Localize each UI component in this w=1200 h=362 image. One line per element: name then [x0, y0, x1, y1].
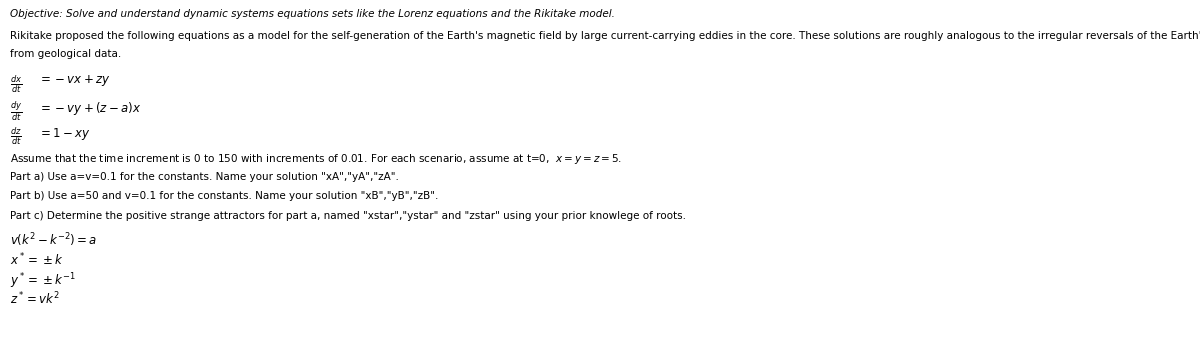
Text: Assume that the time increment is 0 to 150 with increments of 0.01. For each sce: Assume that the time increment is 0 to 1… — [10, 152, 622, 166]
Text: Part a) Use a=v=0.1 for the constants. Name your solution "xA","yA","zA".: Part a) Use a=v=0.1 for the constants. N… — [10, 172, 398, 182]
Text: $\frac{dy}{dt}$: $\frac{dy}{dt}$ — [10, 100, 22, 123]
Text: $x^* = \pm k$: $x^* = \pm k$ — [10, 251, 64, 268]
Text: $v(k^2 - k^{-2}) = a$: $v(k^2 - k^{-2}) = a$ — [10, 231, 97, 249]
Text: Rikitake proposed the following equations as a model for the self-generation of : Rikitake proposed the following equation… — [10, 31, 1200, 42]
Text: $\frac{dz}{dt}$: $\frac{dz}{dt}$ — [10, 126, 22, 147]
Text: $= 1 - xy$: $= 1 - xy$ — [38, 126, 91, 142]
Text: $= -vx + zy$: $= -vx + zy$ — [38, 73, 110, 88]
Text: Part b) Use a=50 and v=0.1 for the constants. Name your solution "xB","yB","zB".: Part b) Use a=50 and v=0.1 for the const… — [10, 191, 438, 202]
Text: $y^* = \pm k^{-1}$: $y^* = \pm k^{-1}$ — [10, 271, 76, 291]
Text: Part c) Determine the positive strange attractors for part a, named "xstar","yst: Part c) Determine the positive strange a… — [10, 211, 685, 222]
Text: $\frac{dx}{dt}$: $\frac{dx}{dt}$ — [10, 73, 22, 95]
Text: $z^* = vk^2$: $z^* = vk^2$ — [10, 291, 60, 308]
Text: $= -vy + (z - a)x$: $= -vy + (z - a)x$ — [38, 100, 142, 117]
Text: Objective: Solve and understand dynamic systems equations sets like the Lorenz e: Objective: Solve and understand dynamic … — [10, 9, 614, 19]
Text: from geological data.: from geological data. — [10, 49, 121, 59]
